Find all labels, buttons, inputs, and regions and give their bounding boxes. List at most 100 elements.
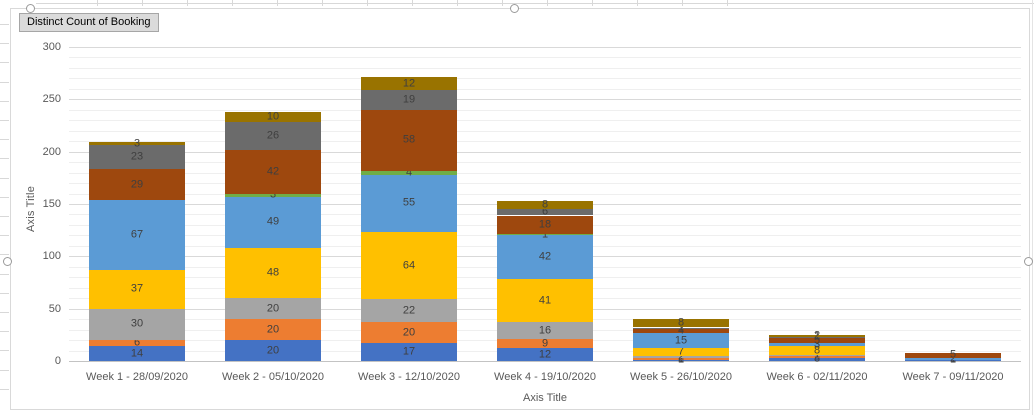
bar-segment-olive-week5[interactable]: 8 <box>633 317 729 328</box>
sheet-column-tick <box>232 0 233 6</box>
data-label: 9 <box>541 337 549 350</box>
bar-segment-brown-week3[interactable]: 58 <box>361 109 457 171</box>
bar-segment-yellow-week6[interactable]: 8 <box>769 345 865 356</box>
bar-segment-olive-week2[interactable]: 10 <box>225 111 321 123</box>
bar-segment-gray-week2[interactable]: 20 <box>225 298 321 320</box>
selection-handle-top-left[interactable] <box>26 4 35 13</box>
bar-segment-brown-week4[interactable]: 18 <box>497 215 593 235</box>
sheet-row-tick <box>0 81 9 83</box>
category-label: Week 4 - 19/10/2020 <box>494 371 596 383</box>
bar-segment-light-blue-week6[interactable]: 3 <box>769 339 865 350</box>
bar-segment-yellow-week4[interactable]: 41 <box>497 279 593 323</box>
bar-segment-orange-week1[interactable]: 6 <box>89 337 185 348</box>
bar-segment-light-blue-week2[interactable]: 49 <box>225 196 321 248</box>
data-label: 18 <box>538 218 552 231</box>
sheet-column-tick <box>727 0 728 6</box>
data-label: 2 <box>677 350 685 363</box>
bar-segment-green-week4[interactable]: 1 <box>497 229 593 240</box>
bar-segment-gray-week6[interactable]: 1 <box>769 349 865 360</box>
gridline <box>69 78 1021 80</box>
bar-segment-light-blue-week1[interactable]: 67 <box>89 199 185 270</box>
bar-segment-yellow-week5[interactable]: 7 <box>633 346 729 357</box>
bar-segment-blue-week7[interactable]: 1 <box>905 354 1001 365</box>
sheet-row-tick <box>0 292 9 294</box>
bar-segment-light-blue-week4[interactable]: 42 <box>497 235 593 280</box>
gridline <box>69 109 1021 111</box>
bar-segment-orange-week2[interactable]: 20 <box>225 319 321 341</box>
data-label: 26 <box>266 129 280 142</box>
category-label: Week 6 - 02/11/2020 <box>766 371 868 383</box>
sheet-column-tick <box>682 0 683 6</box>
sheet-row-tick <box>0 331 9 333</box>
bar-segment-orange-week4[interactable]: 9 <box>497 337 593 350</box>
bar-segment-orange-week6[interactable]: 2 <box>769 351 865 362</box>
bar-segment-olive-week3[interactable]: 12 <box>361 77 457 90</box>
bar-segment-brown-week7[interactable]: 5 <box>905 349 1001 360</box>
data-label: 2 <box>813 350 821 363</box>
bar-segment-olive-week6[interactable]: 2 <box>769 330 865 341</box>
bar-segment-olive-week4[interactable]: 8 <box>497 199 593 210</box>
bar-segment-orange-week3[interactable]: 20 <box>361 322 457 344</box>
data-label: 6 <box>541 205 549 218</box>
sheet-column-tick <box>142 0 143 6</box>
selection-handle-left-middle[interactable] <box>3 257 12 266</box>
sheet-column-tick <box>187 0 188 6</box>
sheet-column-tick <box>502 0 503 6</box>
bar-segment-light-blue-week5[interactable]: 15 <box>633 332 729 349</box>
bar-segment-blue-week4[interactable]: 12 <box>497 348 593 361</box>
pivot-field-button[interactable]: Distinct Count of Booking <box>19 13 159 32</box>
gridline <box>69 120 1021 122</box>
bar-segment-gray-week1[interactable]: 30 <box>89 308 185 341</box>
category-label: Week 3 - 12/10/2020 <box>358 371 460 383</box>
bar-segment-brown-week5[interactable]: 4 <box>633 325 729 336</box>
bar-segment-blue-week5[interactable]: 1 <box>633 354 729 365</box>
bar-segment-light-blue-week3[interactable]: 55 <box>361 174 457 233</box>
data-label: 22 <box>402 304 416 317</box>
gridline <box>69 47 1021 48</box>
bar-segment-light-blue-week7[interactable]: 2 <box>905 353 1001 364</box>
bar-segment-dark-gray-week1[interactable]: 23 <box>89 145 185 170</box>
data-label: 3 <box>813 352 821 365</box>
y-tick-label: 50 <box>48 302 61 315</box>
bar-segment-green-week3[interactable]: 4 <box>361 167 457 178</box>
data-label: 29 <box>130 178 144 191</box>
bar-segment-orange-week5[interactable]: 2 <box>633 353 729 364</box>
bar-segment-gray-week3[interactable]: 22 <box>361 299 457 323</box>
bar-segment-dark-gray-week6[interactable]: 1 <box>769 331 865 342</box>
data-label: 3 <box>269 188 277 201</box>
plot-area[interactable]: 14 6 30 37 67 29 23 3 20 20 20 48 49 3 42 26 10 17 20 22 64 5… <box>69 47 1021 365</box>
bar-segment-dark-gray-week3[interactable]: 19 <box>361 89 457 110</box>
bar-segment-yellow-week1[interactable]: 37 <box>89 269 185 309</box>
bar-segment-gray-week5[interactable]: 2 <box>633 351 729 362</box>
bar-segment-olive-week1[interactable]: 3 <box>89 138 185 149</box>
bar-segment-blue-week6[interactable]: 3 <box>769 353 865 364</box>
sheet-row-tick <box>0 62 9 64</box>
gridline <box>69 151 1021 153</box>
bar-segment-brown-week6[interactable]: 5 <box>769 334 865 347</box>
bar-segment-dark-gray-week4[interactable]: 6 <box>497 205 593 218</box>
bar-segment-dark-gray-week5[interactable]: 1 <box>633 322 729 333</box>
bar-segment-green-week2[interactable]: 3 <box>225 189 321 200</box>
sheet-row-tick <box>0 24 9 25</box>
bar-segment-brown-week1[interactable]: 29 <box>89 169 185 200</box>
bar-segment-blue-week2[interactable]: 20 <box>225 340 321 361</box>
bar-segment-blue-week1[interactable]: 14 <box>89 346 185 361</box>
gridline <box>69 193 1021 195</box>
bar-segment-blue-week3[interactable]: 17 <box>361 343 457 361</box>
bar-segment-yellow-week2[interactable]: 48 <box>225 247 321 299</box>
selection-handle-right-middle[interactable] <box>1024 257 1033 266</box>
bar-segment-brown-week2[interactable]: 42 <box>225 149 321 194</box>
bar-segment-yellow-week3[interactable]: 64 <box>361 232 457 300</box>
sheet-row-tick <box>0 388 9 390</box>
sheet-column-line <box>1032 0 1033 415</box>
sheet-row-tick <box>0 177 9 179</box>
y-tick-label: 300 <box>42 41 61 53</box>
y-tick-label: 250 <box>42 93 61 106</box>
bar-segment-dark-gray-week2[interactable]: 26 <box>225 122 321 150</box>
selection-handle-top-center[interactable] <box>510 4 519 13</box>
bar-segment-gray-week4[interactable]: 16 <box>497 322 593 339</box>
sheet-row-tick <box>0 43 9 45</box>
chart-area[interactable]: Distinct Count of Booking Axis Title 14 6… <box>10 8 1030 410</box>
data-label: 5 <box>813 334 821 347</box>
sheet-row-tick <box>0 254 9 256</box>
